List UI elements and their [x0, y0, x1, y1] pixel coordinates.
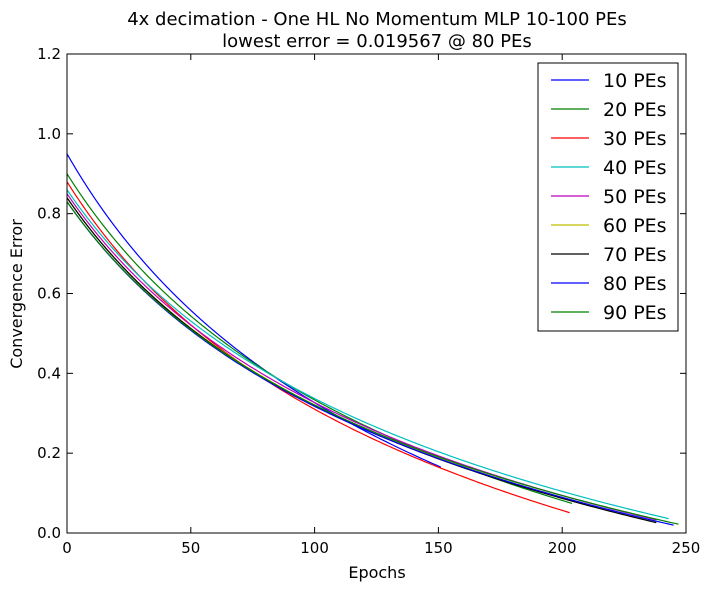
legend: 10 PEs 20 PEs 30 PEs 40 PEs 50 PEs 60 PEs 70 P… [537, 62, 679, 332]
series-line-30-pes [66, 181, 570, 514]
legend-frame [537, 62, 679, 332]
x-tick-label: 150 [424, 539, 453, 557]
ticks-layer: 0 50 100 150 200 250 0.0 0.2 0.4 0.6 0.8 1.0 1.2 [37, 45, 700, 557]
series-line-50-pes [66, 193, 657, 521]
y-tick-label: 0.2 [37, 444, 61, 462]
y-tick-label: 1.0 [37, 125, 61, 143]
legend-label: 40 PEs [603, 157, 667, 179]
x-tick-label: 0 [62, 539, 72, 557]
legend-label: 30 PEs [603, 128, 667, 150]
x-tick-label: 200 [548, 539, 577, 557]
legend-label: 50 PEs [603, 186, 667, 208]
legend-label: 70 PEs [603, 244, 667, 266]
y-axis-label: Convergence Error [7, 219, 26, 369]
y-tick-label: 0.4 [37, 364, 61, 382]
legend-label: 80 PEs [603, 273, 667, 295]
legend-label: 90 PEs [603, 302, 667, 324]
y-tick-label: 1.2 [37, 45, 61, 63]
x-tick-label: 50 [181, 539, 200, 557]
series-line-40-pes [66, 189, 669, 520]
legend-label: 10 PEs [603, 70, 667, 92]
x-axis-label: Epochs [348, 563, 405, 582]
y-tick-label: 0.0 [37, 524, 61, 542]
series-line-10-pes [66, 153, 442, 468]
series-line-90-pes [66, 201, 679, 525]
legend-label: 20 PEs [603, 99, 667, 121]
series-layer [66, 153, 679, 526]
series-line-20-pes [66, 173, 573, 505]
x-tick-label: 100 [300, 539, 329, 557]
legend-label: 60 PEs [603, 215, 667, 237]
y-tick-label: 0.6 [37, 285, 61, 303]
x-tick-label: 250 [672, 539, 701, 557]
y-tick-label: 0.8 [37, 205, 61, 223]
chart-subtitle: lowest error = 0.019567 @ 80 PEs [222, 31, 532, 52]
chart-title: 4x decimation - One HL No Momentum MLP 1… [127, 9, 627, 30]
